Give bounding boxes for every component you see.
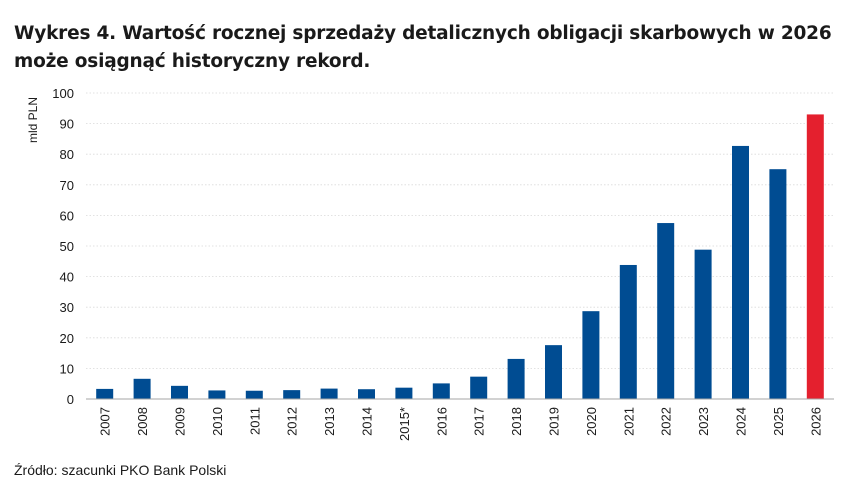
x-tick-label: 2014	[360, 407, 375, 436]
bar-2007	[96, 388, 114, 399]
y-tick-label: 100	[52, 86, 74, 101]
x-tick-label: 2018	[509, 407, 524, 436]
x-tick-label: 2026	[808, 407, 823, 436]
bar-2012	[283, 390, 301, 399]
chart-title: Wykres 4. Wartość rocznej sprzedaży deta…	[14, 23, 832, 72]
y-tick-label: 10	[60, 361, 74, 376]
x-tick-label: 2009	[173, 407, 188, 436]
x-tick-label: 2011	[247, 407, 262, 435]
bar-2021	[619, 264, 637, 399]
y-axis: 0 10 20 30 40 50 60 70 80 90 100	[52, 86, 74, 407]
x-tick-label: 2008	[135, 407, 150, 436]
source-note: Źródło: szacunki PKO Bank Polski	[14, 462, 227, 478]
y-axis-label: mld PLN	[26, 97, 40, 143]
y-tick-label: 50	[60, 239, 74, 254]
y-tick-label: 20	[60, 331, 74, 346]
bar-2026	[806, 114, 824, 400]
bar-2015-est	[395, 387, 413, 399]
x-tick-label: 2012	[285, 407, 300, 436]
y-tick-label: 60	[60, 208, 74, 223]
bar-2019	[545, 345, 562, 399]
bar-2010	[208, 390, 226, 399]
bar-2022	[657, 223, 675, 399]
x-tick-label: 2023	[696, 407, 711, 436]
x-tick-label: 2024	[734, 407, 749, 436]
x-tick-label: 2016	[434, 407, 449, 436]
y-tick-label: 70	[60, 178, 74, 193]
x-tick-label: 2015*	[397, 407, 412, 441]
bar-2017	[470, 376, 488, 399]
x-tick-label: 2007	[98, 407, 113, 436]
x-axis: 2007 2008 2009 2010 2011 2012 2013 2014 2015* 201…	[98, 407, 824, 441]
x-tick-label: 2020	[584, 407, 599, 436]
bar-2020	[582, 311, 600, 399]
bar-2018	[507, 358, 525, 399]
x-tick-label: 2021	[621, 407, 636, 436]
x-tick-label: 2010	[210, 407, 225, 436]
bar-2011	[245, 390, 263, 399]
bar-2008	[133, 378, 151, 399]
bar-2025	[769, 169, 787, 399]
bar-2013	[320, 388, 338, 399]
y-tick-label: 0	[67, 392, 74, 407]
bars-layer	[96, 114, 824, 400]
bar-2023	[694, 249, 712, 399]
x-tick-label: 2013	[322, 407, 337, 436]
bar-2016	[432, 383, 450, 399]
x-tick-label: 2017	[472, 407, 487, 436]
grid-layer	[86, 92, 834, 369]
y-tick-label: 80	[60, 147, 74, 162]
bar-2014	[358, 389, 375, 399]
y-tick-label: 90	[60, 117, 74, 132]
y-tick-label: 40	[60, 270, 74, 285]
x-tick-label: 2019	[547, 407, 562, 436]
bar-2009	[171, 385, 188, 399]
x-tick-label: 2022	[659, 407, 674, 436]
x-tick-label: 2025	[771, 407, 786, 436]
bar-2024	[732, 145, 749, 399]
y-tick-label: 30	[60, 300, 74, 315]
